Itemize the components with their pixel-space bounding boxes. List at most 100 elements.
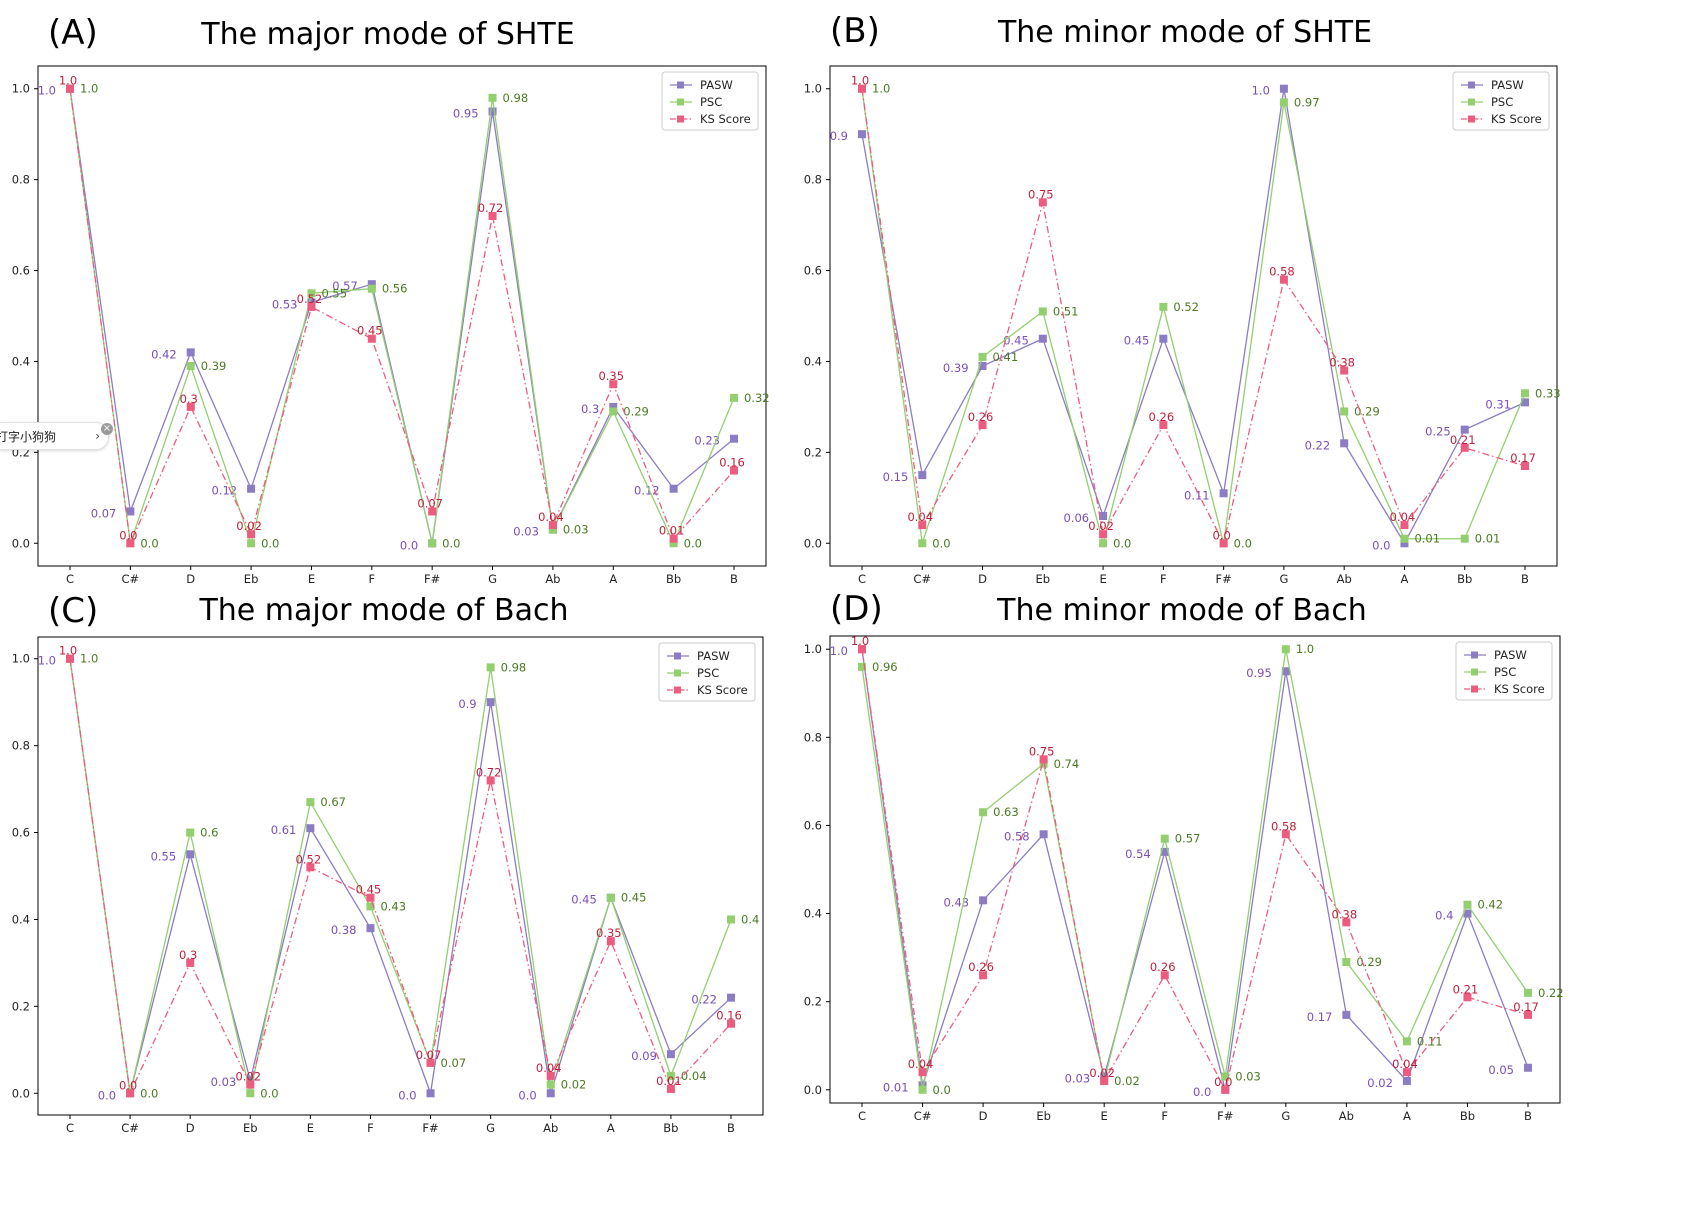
data-point-psc [306, 798, 315, 807]
x-tick-label: A [1403, 1109, 1411, 1123]
chevron-right-icon[interactable]: › [95, 429, 100, 443]
x-tick-label: A [609, 572, 617, 586]
data-point-ks-score [730, 466, 738, 475]
data-point-ks-score [606, 937, 615, 946]
x-tick-label: C# [121, 1121, 139, 1135]
x-tick-label: C [858, 572, 866, 586]
data-label-psc: 0.0 [261, 536, 279, 550]
data-point-psc [1342, 958, 1351, 967]
data-point-pasw [1039, 830, 1048, 839]
y-tick-label: 0.4 [804, 907, 822, 921]
data-label-pasw: 0.11 [1184, 488, 1210, 502]
data-label-pasw: 0.43 [943, 895, 969, 909]
data-label-pasw: 0.3 [581, 402, 599, 416]
data-label-pasw: 0.0 [398, 1088, 416, 1102]
data-point-pasw [246, 1076, 255, 1085]
data-label-psc: 0.0 [260, 1086, 278, 1100]
data-label-pasw: 0.05 [1488, 1063, 1514, 1077]
data-label-pasw: 0.4 [1435, 909, 1453, 923]
data-point-ks-score [1281, 830, 1290, 839]
data-point-pasw [1463, 909, 1472, 918]
x-tick-label: G [486, 1121, 495, 1135]
x-tick-label: Bb [666, 572, 681, 586]
data-label-ks-score: 1.0 [59, 644, 77, 658]
data-point-ks-score [727, 1019, 735, 1028]
data-point-ks-score [426, 1058, 435, 1067]
data-label-psc: 0.98 [503, 91, 529, 105]
legend-marker-ks-score [1471, 685, 1478, 693]
y-tick-label: 0.0 [804, 1083, 822, 1097]
data-label-ks-score: 0.07 [416, 1048, 442, 1062]
data-point-psc [1160, 834, 1169, 843]
data-label-pasw: 0.06 [1063, 511, 1089, 525]
data-point-ks-score [186, 958, 195, 967]
data-label-ks-score: 0.26 [968, 410, 994, 424]
series-line-psc [69, 658, 732, 1094]
chart-panel-d: (D) The minor mode of Bach 0.0 0.2 0.4 0.6 0.8… [804, 589, 1702, 1232]
data-point-ks-score [548, 521, 557, 530]
legend-marker-psc [1471, 668, 1478, 676]
data-label-pasw: 0.45 [571, 893, 597, 907]
data-label-pasw: 0.38 [331, 923, 357, 937]
data-label-pasw: 1.0 [38, 84, 56, 98]
data-point-psc [979, 808, 988, 817]
data-label-ks-score: 0.01 [659, 524, 685, 538]
legend-label-psc: PSC [1494, 665, 1516, 679]
data-label-pasw: 0.02 [1367, 1076, 1393, 1090]
x-tick-label: Ab [543, 1121, 558, 1135]
data-label-pasw: 1.0 [1252, 84, 1270, 98]
data-point-ks-score [1460, 443, 1469, 452]
data-label-ks-score: 1.0 [851, 634, 869, 648]
series-line-ks-score [69, 88, 735, 546]
data-label-psc: 0.97 [1294, 95, 1320, 109]
legend-marker-psc [1468, 98, 1475, 106]
data-point-psc [307, 289, 316, 298]
data-point-ks-score [1342, 918, 1351, 927]
legend-label-ks-score: KS Score [1491, 112, 1542, 126]
data-point-ks-score [1524, 1010, 1532, 1019]
data-label-pasw: 0.61 [271, 823, 297, 837]
series-line-psc [861, 88, 1526, 544]
data-label-psc: 0.98 [501, 660, 527, 674]
data-point-pasw [669, 484, 678, 493]
series-line-pasw [69, 88, 735, 544]
data-point-pasw [1524, 1063, 1532, 1072]
x-tick-label: B [1521, 572, 1529, 586]
data-point-pasw [1521, 398, 1529, 407]
data-point-pasw [186, 348, 195, 357]
legend-marker-pasw [1468, 81, 1475, 89]
data-point-pasw [978, 362, 987, 370]
data-point-psc [978, 352, 987, 361]
data-label-ks-score: 0.04 [536, 1061, 562, 1075]
data-point-pasw [1402, 1076, 1411, 1085]
data-point-psc [1279, 98, 1288, 107]
data-label-psc: 0.01 [1414, 532, 1440, 546]
data-point-psc [246, 1089, 255, 1098]
data-label-psc: 0.51 [1053, 304, 1079, 318]
x-tick-label: Bb [1460, 1109, 1475, 1123]
data-label-ks-score: 0.38 [1329, 356, 1355, 370]
data-point-pasw [366, 924, 375, 933]
data-point-psc [1221, 1072, 1230, 1081]
data-point-psc [609, 407, 618, 416]
data-point-pasw [1342, 1010, 1351, 1019]
x-tick-label: G [1279, 572, 1288, 586]
data-point-pasw [426, 1089, 435, 1098]
close-icon[interactable]: × [101, 423, 113, 435]
data-point-ks-score [1400, 521, 1409, 530]
data-point-psc [1521, 389, 1529, 398]
chart-panel-a: (A) The major mode of SHTE 0.0 0.2 0.4 0.6 0.8… [0, 0, 851, 616]
chart-title: The minor mode of SHTE [997, 15, 1372, 50]
x-tick-label: A [1401, 572, 1409, 586]
data-point-ks-score [1463, 993, 1472, 1002]
data-point-psc [186, 828, 195, 837]
data-label-ks-score: 0.04 [908, 1057, 934, 1071]
data-point-psc [1460, 534, 1469, 543]
data-point-ks-score [486, 776, 495, 785]
x-tick-label: Eb [1036, 1109, 1051, 1123]
legend-marker-ks-score [677, 115, 684, 123]
ime-floating-toolbar[interactable]: 打字小狗狗 › [0, 422, 109, 450]
data-point-psc [428, 539, 437, 548]
data-label-ks-score: 1.0 [59, 74, 77, 88]
data-point-pasw [1340, 439, 1349, 448]
